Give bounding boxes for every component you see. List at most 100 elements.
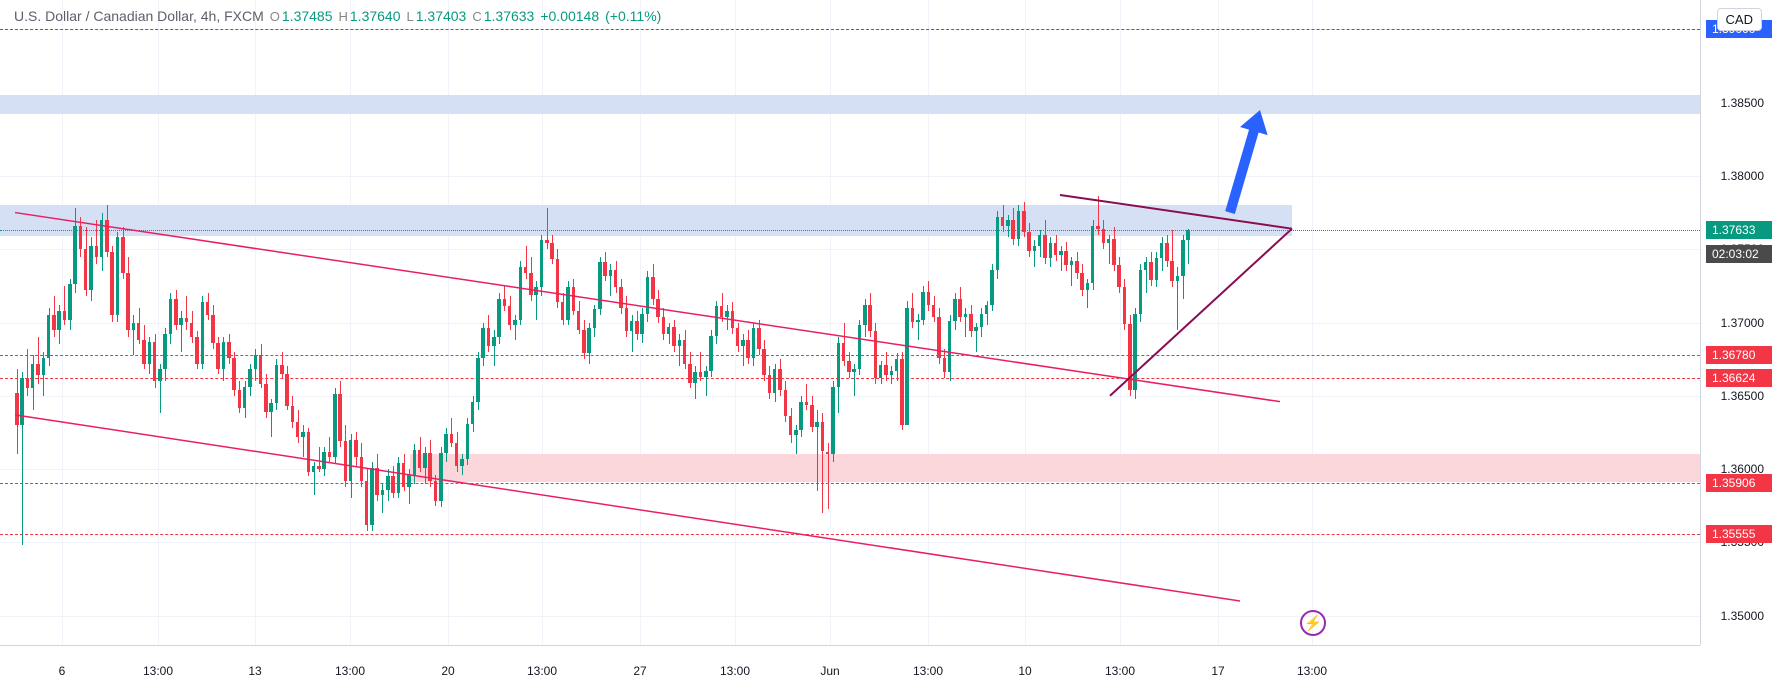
candle-body[interactable] xyxy=(937,317,941,358)
candle-body[interactable] xyxy=(307,432,311,472)
candle-body[interactable] xyxy=(1117,265,1121,287)
candle-body[interactable] xyxy=(423,453,427,468)
candle-body[interactable] xyxy=(460,459,464,466)
candle-body[interactable] xyxy=(831,387,835,454)
candle-body[interactable] xyxy=(593,309,597,328)
currency-tag[interactable]: CAD xyxy=(1717,8,1762,31)
candle-body[interactable] xyxy=(651,277,655,299)
candle-body[interactable] xyxy=(455,443,459,466)
candle-body[interactable] xyxy=(927,292,931,305)
candle-body[interactable] xyxy=(322,452,326,470)
candle-body[interactable] xyxy=(550,243,554,259)
candle-body[interactable] xyxy=(778,369,782,390)
candle-body[interactable] xyxy=(980,314,984,327)
candle-body[interactable] xyxy=(614,270,618,288)
candle-body[interactable] xyxy=(720,306,724,316)
candle-body[interactable] xyxy=(746,340,750,358)
candle-body[interactable] xyxy=(635,321,639,334)
candle-body[interactable] xyxy=(1070,261,1074,265)
candle-body[interactable] xyxy=(683,340,687,363)
candle-body[interactable] xyxy=(439,453,443,501)
candle-body[interactable] xyxy=(370,468,374,525)
candle-body[interactable] xyxy=(391,476,395,492)
candle-body[interactable] xyxy=(1017,211,1021,239)
candle-body[interactable] xyxy=(868,305,872,331)
candle-body[interactable] xyxy=(784,390,788,416)
candle-body[interactable] xyxy=(693,372,697,382)
candle-body[interactable] xyxy=(1075,261,1079,273)
candle-body[interactable] xyxy=(63,311,67,320)
candle-body[interactable] xyxy=(132,323,136,330)
candle-body[interactable] xyxy=(725,311,729,317)
candle-body[interactable] xyxy=(211,315,215,343)
candle-body[interactable] xyxy=(731,311,735,329)
candle-body[interactable] xyxy=(31,364,35,389)
candle-body[interactable] xyxy=(497,299,501,337)
candle-body[interactable] xyxy=(291,406,295,422)
candle-body[interactable] xyxy=(269,403,273,412)
candle-body[interactable] xyxy=(1091,226,1095,283)
candle-body[interactable] xyxy=(344,441,348,481)
candle-body[interactable] xyxy=(799,402,803,430)
candle-body[interactable] xyxy=(1139,270,1143,314)
price-tag[interactable]: 1.37633 xyxy=(1706,221,1772,239)
candle-body[interactable] xyxy=(338,394,342,441)
candle-body[interactable] xyxy=(630,321,634,331)
candle-body[interactable] xyxy=(534,287,538,294)
candle-body[interactable] xyxy=(15,393,19,425)
candle-body[interactable] xyxy=(921,292,925,320)
candle-body[interactable] xyxy=(174,299,178,325)
candle-body[interactable] xyxy=(105,220,109,252)
candle-body[interactable] xyxy=(100,220,104,257)
candle-body[interactable] xyxy=(948,321,952,372)
candle-body[interactable] xyxy=(911,308,915,323)
candle-body[interactable] xyxy=(1038,235,1042,247)
candle-body[interactable] xyxy=(582,330,586,353)
candle-body[interactable] xyxy=(852,369,856,372)
candle-body[interactable] xyxy=(243,387,247,408)
candle-body[interactable] xyxy=(916,320,920,323)
candle-body[interactable] xyxy=(349,440,353,481)
candle-body[interactable] xyxy=(216,343,220,369)
candle-body[interactable] xyxy=(1186,230,1190,240)
candle-body[interactable] xyxy=(110,252,114,315)
candle-body[interactable] xyxy=(354,440,358,458)
y-axis[interactable]: 1.350001.355001.360001.365001.370001.375… xyxy=(1700,0,1772,645)
candle-body[interactable] xyxy=(333,394,337,457)
candle-body[interactable] xyxy=(1054,243,1058,255)
candle-body[interactable] xyxy=(1006,220,1010,226)
candle-body[interactable] xyxy=(773,369,777,392)
candle-body[interactable] xyxy=(84,249,88,290)
candle-body[interactable] xyxy=(503,299,507,306)
candle-body[interactable] xyxy=(137,323,141,341)
horizontal-line[interactable] xyxy=(0,534,1700,535)
candle-body[interactable] xyxy=(1176,276,1180,282)
candle-body[interactable] xyxy=(964,314,968,317)
candle-body[interactable] xyxy=(625,308,629,331)
candle-body[interactable] xyxy=(26,378,30,388)
candle-body[interactable] xyxy=(185,318,189,322)
candle-body[interactable] xyxy=(148,342,152,364)
candle-body[interactable] xyxy=(810,405,814,427)
price-zone[interactable] xyxy=(0,95,1700,114)
candle-body[interactable] xyxy=(153,342,157,382)
candle-body[interactable] xyxy=(89,246,93,290)
candle-body[interactable] xyxy=(428,453,432,481)
candle-body[interactable] xyxy=(874,331,878,378)
candle-body[interactable] xyxy=(248,369,252,387)
candle-body[interactable] xyxy=(206,302,210,315)
candle-body[interactable] xyxy=(116,237,120,315)
candle-body[interactable] xyxy=(301,432,305,436)
candle-body[interactable] xyxy=(662,317,666,335)
candle-body[interactable] xyxy=(826,452,830,455)
candle-body[interactable] xyxy=(227,342,231,358)
candle-body[interactable] xyxy=(52,315,56,330)
candle-body[interactable] xyxy=(890,371,894,375)
candle-body[interactable] xyxy=(640,314,644,335)
candle-body[interactable] xyxy=(794,430,798,436)
candle-body[interactable] xyxy=(163,334,167,369)
candle-body[interactable] xyxy=(858,325,862,369)
candle-body[interactable] xyxy=(905,308,909,425)
candle-body[interactable] xyxy=(1149,262,1153,280)
candle-body[interactable] xyxy=(572,287,576,310)
